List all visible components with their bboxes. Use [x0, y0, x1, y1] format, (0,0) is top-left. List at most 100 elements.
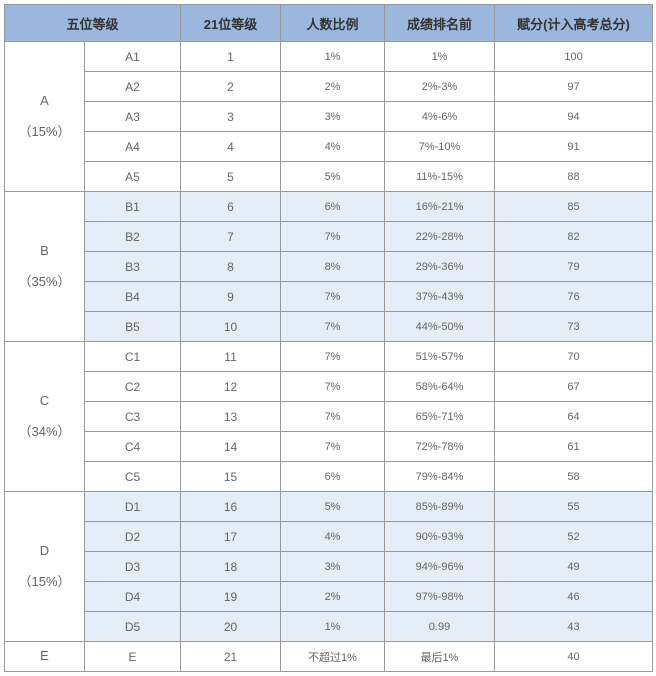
percentage-cell: 7%	[281, 432, 385, 462]
percentage-cell: 5%	[281, 492, 385, 522]
rank-cell: 65%-71%	[385, 402, 495, 432]
score-cell: 64	[495, 402, 653, 432]
percentage-cell: 1%	[281, 612, 385, 642]
percentage-cell: 3%	[281, 102, 385, 132]
score-cell: 91	[495, 132, 653, 162]
rank-cell: 11%-15%	[385, 162, 495, 192]
percentage-cell: 7%	[281, 282, 385, 312]
sub-level-cell: A1	[85, 42, 181, 72]
table-row: B（35%）B166%16%-21%85	[5, 192, 653, 222]
level-21-cell: 19	[181, 582, 281, 612]
sub-level-cell: A3	[85, 102, 181, 132]
level-21-cell: 9	[181, 282, 281, 312]
sub-level-cell: A4	[85, 132, 181, 162]
level-21-cell: 15	[181, 462, 281, 492]
rank-cell: 79%-84%	[385, 462, 495, 492]
sub-level-cell: B1	[85, 192, 181, 222]
score-cell: 58	[495, 462, 653, 492]
level-21-cell: 5	[181, 162, 281, 192]
table-row: D（15%）D1165%85%-89%55	[5, 492, 653, 522]
rank-cell: 16%-21%	[385, 192, 495, 222]
table-row: C2127%58%-64%67	[5, 372, 653, 402]
score-cell: 52	[495, 522, 653, 552]
header-rank: 成绩排名前	[385, 5, 495, 42]
rank-cell: 1%	[385, 42, 495, 72]
table-row: B5107%44%-50%73	[5, 312, 653, 342]
rank-cell: 51%-57%	[385, 342, 495, 372]
level-21-cell: 16	[181, 492, 281, 522]
sub-level-cell: C2	[85, 372, 181, 402]
percentage-cell: 6%	[281, 192, 385, 222]
score-cell: 43	[495, 612, 653, 642]
percentage-cell: 7%	[281, 402, 385, 432]
level-21-cell: 12	[181, 372, 281, 402]
rank-cell: 58%-64%	[385, 372, 495, 402]
table-row: B277%22%-28%82	[5, 222, 653, 252]
header-percentage: 人数比例	[281, 5, 385, 42]
rank-cell: 2%-3%	[385, 72, 495, 102]
table-row: C（34%）C1117%51%-57%70	[5, 342, 653, 372]
table-row: D5201%0.9943	[5, 612, 653, 642]
percentage-cell: 2%	[281, 582, 385, 612]
level-21-cell: 20	[181, 612, 281, 642]
sub-level-cell: C3	[85, 402, 181, 432]
rank-cell: 94%-96%	[385, 552, 495, 582]
score-cell: 61	[495, 432, 653, 462]
table-row: A（15%）A111%1%100	[5, 42, 653, 72]
sub-level-cell: D3	[85, 552, 181, 582]
table-row: A222%2%-3%97	[5, 72, 653, 102]
score-cell: 97	[495, 72, 653, 102]
percentage-cell: 2%	[281, 72, 385, 102]
rank-cell: 7%-10%	[385, 132, 495, 162]
percentage-cell: 7%	[281, 342, 385, 372]
level-21-cell: 8	[181, 252, 281, 282]
rank-cell: 22%-28%	[385, 222, 495, 252]
score-cell: 94	[495, 102, 653, 132]
level-21-cell: 10	[181, 312, 281, 342]
grade-table: 五位等级 21位等级 人数比例 成绩排名前 赋分(计入高考总分) A（15%）A…	[4, 4, 653, 672]
group-cell: B（35%）	[5, 192, 85, 342]
level-21-cell: 14	[181, 432, 281, 462]
score-cell: 76	[495, 282, 653, 312]
rank-cell: 4%-6%	[385, 102, 495, 132]
percentage-cell: 3%	[281, 552, 385, 582]
table-row: C3137%65%-71%64	[5, 402, 653, 432]
table-row: D4192%97%-98%46	[5, 582, 653, 612]
percentage-cell: 1%	[281, 42, 385, 72]
table-row: A555%11%-15%88	[5, 162, 653, 192]
percentage-cell: 7%	[281, 222, 385, 252]
table-row: B388%29%-36%79	[5, 252, 653, 282]
score-cell: 73	[495, 312, 653, 342]
group-cell: E	[5, 642, 85, 672]
level-21-cell: 7	[181, 222, 281, 252]
sub-level-cell: C1	[85, 342, 181, 372]
header-five-level: 五位等级	[5, 5, 181, 42]
sub-level-cell: B2	[85, 222, 181, 252]
percentage-cell: 7%	[281, 372, 385, 402]
sub-level-cell: C5	[85, 462, 181, 492]
header-21-level: 21位等级	[181, 5, 281, 42]
sub-level-cell: A5	[85, 162, 181, 192]
table-row: A333%4%-6%94	[5, 102, 653, 132]
score-cell: 70	[495, 342, 653, 372]
sub-level-cell: B3	[85, 252, 181, 282]
table-row: A444%7%-10%91	[5, 132, 653, 162]
rank-cell: 97%-98%	[385, 582, 495, 612]
group-cell: C（34%）	[5, 342, 85, 492]
sub-level-cell: E	[85, 642, 181, 672]
percentage-cell: 4%	[281, 522, 385, 552]
table-body: A（15%）A111%1%100A222%2%-3%97A333%4%-6%94…	[5, 42, 653, 672]
sub-level-cell: C4	[85, 432, 181, 462]
score-cell: 88	[495, 162, 653, 192]
group-cell: A（15%）	[5, 42, 85, 192]
rank-cell: 0.99	[385, 612, 495, 642]
level-21-cell: 13	[181, 402, 281, 432]
rank-cell: 72%-78%	[385, 432, 495, 462]
level-21-cell: 2	[181, 72, 281, 102]
percentage-cell: 6%	[281, 462, 385, 492]
score-cell: 85	[495, 192, 653, 222]
percentage-cell: 4%	[281, 132, 385, 162]
rank-cell: 44%-50%	[385, 312, 495, 342]
group-cell: D（15%）	[5, 492, 85, 642]
level-21-cell: 18	[181, 552, 281, 582]
